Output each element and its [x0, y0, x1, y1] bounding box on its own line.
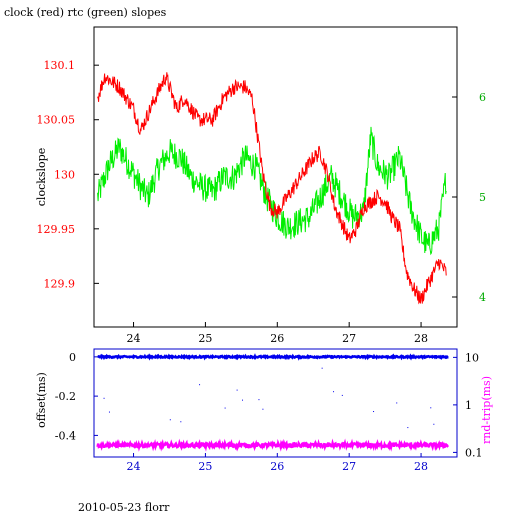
offset-outlier-point [199, 384, 201, 386]
bottom-x-tick-label: 27 [342, 460, 356, 473]
bottom-y-tick-label: 0 [69, 351, 76, 364]
offset-outlier-point [262, 408, 264, 410]
rtc-series-group [97, 126, 447, 256]
offset-outlier-point [242, 399, 244, 401]
top-axes: 24 25 26 27 28 129.9 129.95 130 130.05 130.1 4 5 6 [37, 59, 487, 345]
offset-outlier-point [433, 423, 435, 425]
top-y-tick-label: 129.95 [37, 223, 76, 236]
top-x-tick-label: 24 [127, 332, 141, 345]
top-x-tick-label: 25 [198, 332, 212, 345]
offset-outlier-point [396, 402, 398, 404]
bottom-axes: 24 25 26 27 28 0 -0.2 -0.4 10 1 0.1 [55, 351, 483, 473]
top-y-tick-label: 130 [54, 168, 75, 181]
top-chart: clockslope 24 25 26 27 28 129.9 129.95 130 130.0… [35, 26, 487, 345]
bottom-y2-tick-label: 1 [465, 399, 472, 412]
bottom-plot-frame [93, 348, 458, 458]
chart-title: clock (red) rtc (green) slopes [4, 6, 167, 19]
offset-outlier-point [224, 407, 226, 409]
bottom-x-tick-label: 24 [127, 460, 141, 473]
top-plot-frame [93, 26, 458, 328]
top-y2-tick-label: 5 [479, 191, 486, 204]
bottom-y2-tick-label: 0.1 [465, 446, 483, 459]
offset-outlier-point [169, 419, 171, 421]
bottom-x-tick-label: 25 [198, 460, 212, 473]
top-x-tick-label: 26 [270, 332, 284, 345]
offset-outlier-point [430, 407, 432, 409]
offset-outlier-point [108, 411, 110, 413]
offset-outlier-point [321, 367, 323, 369]
top-y-tick-label: 130.1 [44, 59, 76, 72]
offset-outlier-point [341, 394, 343, 396]
offset-outlier-point [258, 399, 260, 401]
top-x-tick-label: 27 [342, 332, 356, 345]
top-x-tick-label: 28 [414, 332, 428, 345]
bottom-y-tick-label: -0.2 [55, 390, 76, 403]
bottom-series-group [96, 353, 449, 452]
bottom-y2-axis-label: rnd-trip(ms) [480, 376, 493, 444]
bottom-x-tick-label: 28 [414, 460, 428, 473]
bottom-chart: offset(ms) rnd-trip(ms) 24 25 26 27 28 0 -0.2 -… [35, 348, 493, 473]
bottom-y-tick-label: -0.4 [55, 429, 76, 442]
bottom-x-tick-label: 26 [270, 460, 284, 473]
bottom-y2-tick-label: 10 [465, 351, 479, 364]
clock-slope-line [97, 72, 447, 305]
offset-outlier-point [180, 421, 182, 423]
offset-outlier-point [407, 427, 409, 429]
offset-outlier-point [236, 389, 238, 391]
offset-outlier-point [333, 391, 335, 393]
bottom-y-axis-label: offset(ms) [35, 372, 48, 428]
offset-band [97, 353, 449, 361]
footer-label: 2010-05-23 florr [78, 501, 170, 512]
top-y2-tick-label: 4 [479, 291, 486, 304]
clock-series-group [97, 72, 447, 305]
top-y-axis-label: clockslope [35, 148, 48, 206]
top-y-tick-label: 129.9 [44, 277, 76, 290]
offset-outlier-point [373, 411, 375, 413]
rtc-slope-line [97, 126, 447, 256]
top-y2-tick-label: 6 [479, 91, 486, 104]
offset-outlier-point [103, 397, 105, 399]
rndtrip-band [96, 438, 449, 452]
top-y-tick-label: 130.05 [37, 114, 76, 127]
